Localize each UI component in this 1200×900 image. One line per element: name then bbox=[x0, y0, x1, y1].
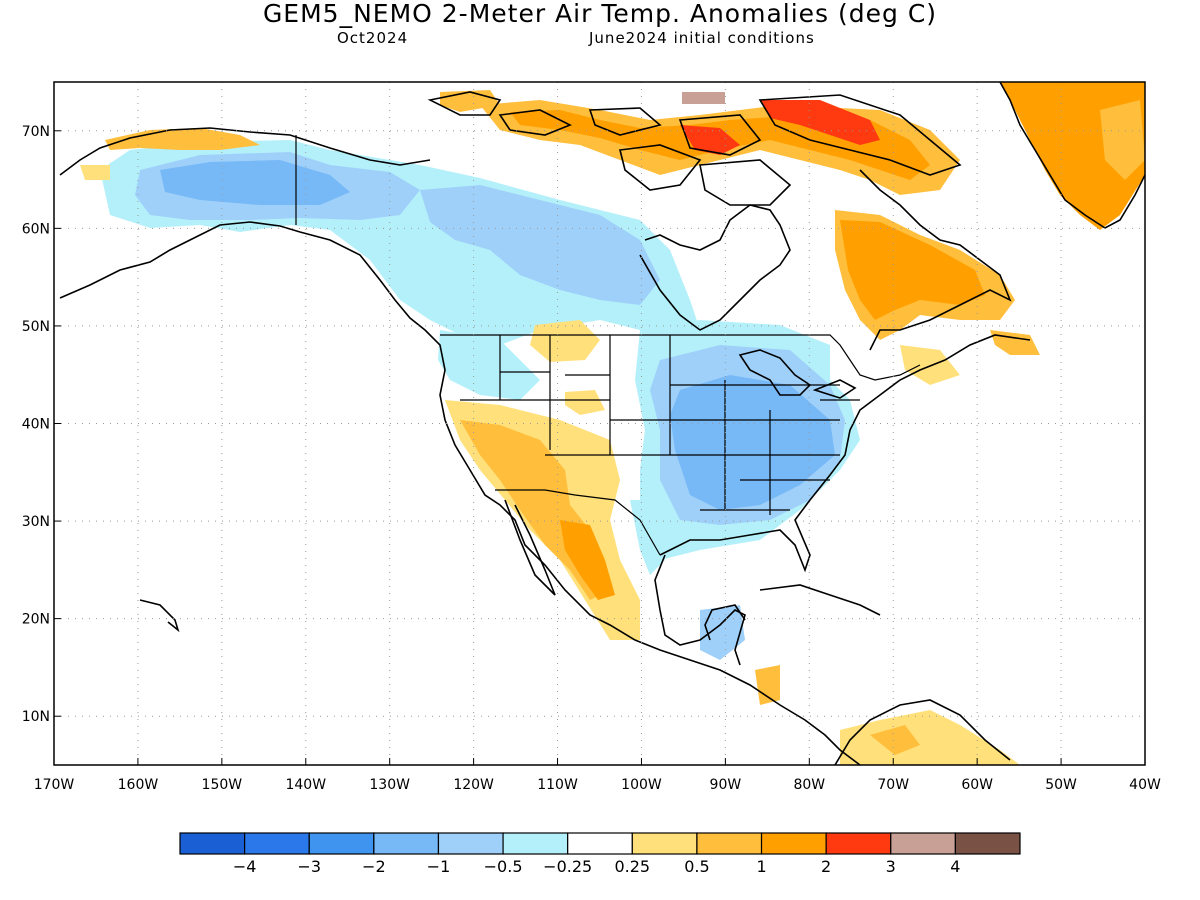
anomaly-area-pos025-southamerica bbox=[840, 710, 1020, 765]
colorbar-swatch bbox=[179, 832, 246, 855]
colorbar-label: 4 bbox=[950, 857, 960, 876]
lat-tick-label: 70N bbox=[22, 124, 50, 140]
lon-tick-label: 120W bbox=[453, 777, 494, 793]
colorbar-label: 1 bbox=[756, 857, 766, 876]
colorbar-swatch bbox=[567, 832, 633, 855]
anomaly-area-pos025-montana bbox=[530, 320, 600, 362]
colorbar-swatch bbox=[502, 832, 569, 855]
anomaly-area-neg2-alaska bbox=[160, 160, 350, 205]
colorbar-swatch bbox=[373, 832, 440, 855]
lat-tick-label: 60N bbox=[22, 221, 50, 237]
colorbar-label: 0.5 bbox=[684, 857, 709, 876]
lon-tick-label: 70W bbox=[877, 777, 909, 793]
lon-tick-label: 170W bbox=[34, 777, 75, 793]
anomaly-area-pos1-mexico bbox=[560, 520, 615, 600]
colorbar-swatch bbox=[437, 832, 504, 855]
initial-conditions-label: June2024 initial conditions bbox=[589, 29, 815, 47]
colorbar-label: −3 bbox=[297, 857, 321, 876]
lon-tick-label: 140W bbox=[285, 777, 326, 793]
colorbar-label: 0.25 bbox=[614, 857, 650, 876]
anomaly-area-pos025-newengland bbox=[900, 345, 960, 385]
coastline-baja bbox=[504, 499, 556, 596]
colorbar-label: −1 bbox=[427, 857, 451, 876]
anomaly-area-pos05-maritimes bbox=[990, 330, 1040, 355]
border-us-canada bbox=[440, 334, 921, 381]
lat-tick-label: 50N bbox=[22, 319, 50, 335]
lon-tick-label: 40W bbox=[1129, 777, 1161, 793]
map-title: GEM5_NEMO 2-Meter Air Temp. Anomalies (d… bbox=[262, 0, 938, 28]
coastline-south-america bbox=[834, 699, 1011, 765]
coastline-greenland bbox=[999, 82, 1145, 229]
coastline-labrador bbox=[859, 169, 1012, 351]
lon-tick-label: 130W bbox=[369, 777, 410, 793]
lon-tick-label: 160W bbox=[118, 777, 159, 793]
lon-tick-label: 100W bbox=[621, 777, 662, 793]
lon-tick-label: 150W bbox=[202, 777, 243, 793]
lon-tick-label: 90W bbox=[710, 777, 742, 793]
anomaly-area-pos05-alaska bbox=[105, 128, 260, 150]
colorbar-label: 2 bbox=[821, 857, 831, 876]
anomaly-area-neg2-us bbox=[670, 375, 835, 510]
latitude-axis: 10N 20N 30N 40N 50N 60N 70N bbox=[22, 124, 61, 725]
anomaly-area-neg025-gulf bbox=[630, 500, 665, 575]
coastline-yucatan bbox=[704, 604, 746, 641]
anomaly-area-pos025-wyoming bbox=[565, 390, 605, 415]
colorbar-swatch bbox=[244, 832, 310, 855]
anomaly-area-pos05-venezuela bbox=[870, 725, 920, 755]
lat-tick-label: 20N bbox=[22, 612, 50, 628]
borders-us-states bbox=[460, 335, 860, 515]
anomaly-area-pos1-labrador bbox=[840, 220, 985, 320]
anomaly-area-pos05-greenland bbox=[1100, 100, 1145, 180]
colorbar-swatch bbox=[760, 832, 827, 855]
borders bbox=[295, 135, 921, 556]
lon-tick-label: 50W bbox=[1045, 777, 1077, 793]
coastline-alaska-north bbox=[59, 127, 431, 176]
anomaly-area-pos2-ellesmere bbox=[760, 100, 880, 145]
lon-tick-label: 80W bbox=[793, 777, 825, 793]
coastline-gulf-of-mexico bbox=[654, 554, 746, 666]
colorbar: −4 −3 −2 −1 −0.5 −0.25 0.25 0.5 1 2 3 4 bbox=[179, 832, 1021, 876]
anomaly-area-pos025-alaska-west bbox=[80, 165, 110, 180]
lon-tick-label: 60W bbox=[961, 777, 993, 793]
colorbar-swatch bbox=[696, 832, 763, 855]
colorbar-swatch bbox=[890, 832, 956, 855]
forecast-month: Oct2024 bbox=[337, 29, 409, 47]
anomaly-area-pos05-centralamerica bbox=[755, 665, 780, 705]
coastline-us-gulf-east bbox=[659, 334, 1031, 573]
coastline-north-america-west bbox=[59, 221, 861, 765]
colorbar-label: 3 bbox=[886, 857, 896, 876]
coastline-cuba bbox=[759, 584, 881, 616]
coastline-arctic-islands bbox=[427, 91, 962, 206]
border-us-mexico bbox=[495, 489, 661, 556]
colorbar-swatch bbox=[631, 832, 698, 855]
colorbar-label: −0.5 bbox=[484, 857, 523, 876]
coastline-great-lakes bbox=[738, 349, 857, 399]
colorbar-swatch bbox=[825, 832, 892, 855]
lat-tick-label: 10N bbox=[22, 709, 50, 725]
coastline-hudson-bay bbox=[639, 204, 791, 331]
anomaly-area-pos2-arctic bbox=[680, 125, 740, 155]
lat-tick-label: 30N bbox=[22, 514, 50, 530]
colorbar-label: −2 bbox=[362, 857, 386, 876]
coastline-hawaii bbox=[139, 599, 180, 633]
lat-tick-label: 40N bbox=[22, 417, 50, 433]
colorbar-swatch bbox=[954, 832, 1021, 855]
colorbar-label: −4 bbox=[233, 857, 257, 876]
anomaly-area-neg1-canada bbox=[420, 185, 660, 305]
anomaly-area-pos3-devon bbox=[682, 92, 725, 104]
anomaly-area-neg025-pnw bbox=[438, 330, 540, 400]
colorbar-label: −0.25 bbox=[543, 857, 592, 876]
lon-tick-label: 110W bbox=[537, 777, 578, 793]
coastlines bbox=[59, 82, 1145, 765]
longitude-axis: 170W 160W 150W 140W 130W 120W 110W 100W 90W 80W 70… bbox=[34, 758, 1161, 793]
colorbar-swatch bbox=[308, 832, 375, 855]
